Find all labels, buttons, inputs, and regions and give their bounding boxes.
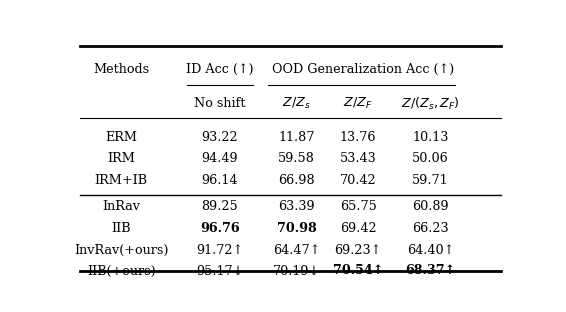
Text: 93.22: 93.22 bbox=[201, 131, 238, 144]
Text: 10.13: 10.13 bbox=[412, 131, 449, 144]
Text: Methods: Methods bbox=[93, 63, 149, 76]
Text: 94.49: 94.49 bbox=[201, 152, 238, 165]
Text: 69.23↑: 69.23↑ bbox=[335, 244, 381, 256]
Text: 64.40↑: 64.40↑ bbox=[407, 244, 454, 256]
Text: No shift: No shift bbox=[194, 97, 246, 110]
Text: 59.71: 59.71 bbox=[412, 174, 449, 187]
Text: IIB: IIB bbox=[112, 222, 131, 235]
Text: OOD Generalization Acc (↑): OOD Generalization Acc (↑) bbox=[272, 63, 454, 76]
Text: 65.75: 65.75 bbox=[340, 200, 376, 213]
Text: IIB(+ours): IIB(+ours) bbox=[87, 265, 156, 277]
Text: InvRav(+ours): InvRav(+ours) bbox=[74, 244, 169, 256]
Text: $Z/Z_F$: $Z/Z_F$ bbox=[344, 96, 373, 111]
Text: 68.37↑: 68.37↑ bbox=[405, 265, 456, 277]
Text: ID Acc (↑): ID Acc (↑) bbox=[186, 63, 254, 76]
Text: 89.25: 89.25 bbox=[201, 200, 238, 213]
Text: 96.14: 96.14 bbox=[201, 174, 238, 187]
Text: 60.89: 60.89 bbox=[412, 200, 449, 213]
Text: 59.58: 59.58 bbox=[278, 152, 315, 165]
Text: 70.42: 70.42 bbox=[340, 174, 376, 187]
Text: $Z/Z_s$: $Z/Z_s$ bbox=[282, 96, 311, 111]
Text: IRM+IB: IRM+IB bbox=[95, 174, 148, 187]
Text: 66.23: 66.23 bbox=[412, 222, 449, 235]
Text: 66.98: 66.98 bbox=[278, 174, 315, 187]
Text: 63.39: 63.39 bbox=[278, 200, 315, 213]
Text: 91.72↑: 91.72↑ bbox=[196, 244, 243, 256]
Text: 95.17↓: 95.17↓ bbox=[196, 265, 243, 277]
Text: IRM: IRM bbox=[108, 152, 135, 165]
Text: 69.42: 69.42 bbox=[340, 222, 376, 235]
Text: 53.43: 53.43 bbox=[340, 152, 376, 165]
Text: 11.87: 11.87 bbox=[278, 131, 315, 144]
Text: 70.19↓: 70.19↓ bbox=[273, 265, 320, 277]
Text: InRav: InRav bbox=[102, 200, 140, 213]
Text: 70.98: 70.98 bbox=[277, 222, 316, 235]
Text: 64.47↑: 64.47↑ bbox=[273, 244, 320, 256]
Text: 96.76: 96.76 bbox=[200, 222, 240, 235]
Text: ERM: ERM bbox=[105, 131, 137, 144]
Text: 50.06: 50.06 bbox=[412, 152, 449, 165]
Text: 70.54↑: 70.54↑ bbox=[333, 265, 383, 277]
Text: 13.76: 13.76 bbox=[340, 131, 376, 144]
Text: $Z/(Z_s, Z_F)$: $Z/(Z_s, Z_F)$ bbox=[401, 95, 460, 112]
